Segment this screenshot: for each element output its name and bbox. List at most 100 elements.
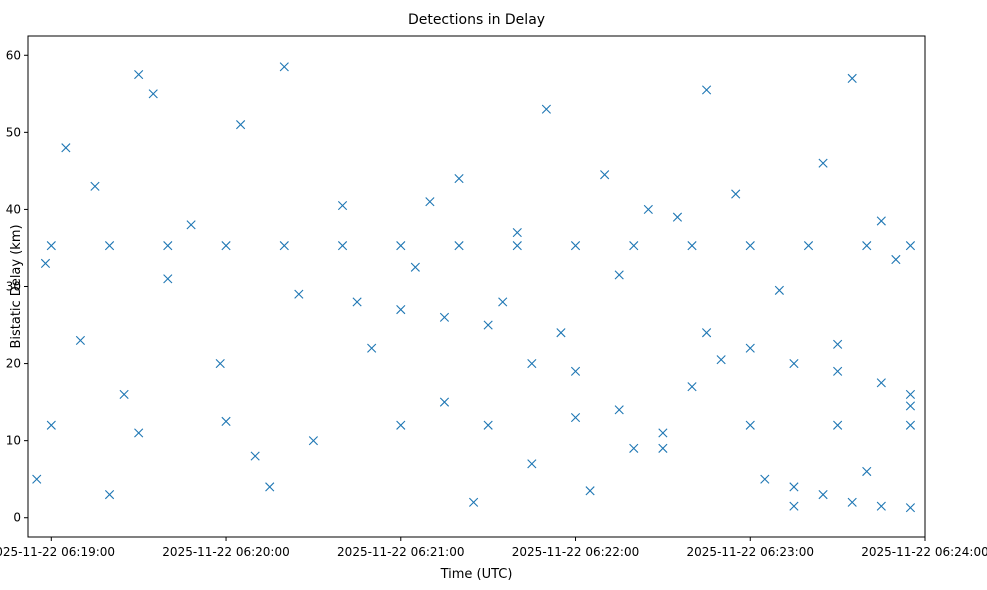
data-points — [32, 62, 916, 513]
data-point — [876, 378, 886, 388]
data-point — [104, 241, 115, 251]
data-point — [803, 241, 814, 251]
data-point — [905, 503, 916, 513]
data-point — [833, 420, 843, 430]
data-point — [760, 474, 770, 484]
x-axis-label: Time (UTC) — [440, 567, 513, 582]
data-point — [396, 420, 406, 430]
data-point — [614, 405, 624, 415]
x-tick-label: 2025-11-22 06:24:00 — [861, 545, 987, 559]
data-point — [556, 328, 566, 338]
data-point — [46, 241, 56, 251]
data-point — [527, 358, 537, 369]
data-point — [905, 420, 916, 430]
data-point — [891, 254, 901, 265]
data-point — [498, 297, 508, 307]
data-point — [687, 382, 697, 392]
data-point — [32, 474, 42, 484]
data-point — [745, 241, 755, 251]
data-point — [658, 443, 668, 453]
data-point — [600, 170, 610, 180]
data-point — [614, 270, 624, 280]
data-point — [119, 389, 129, 399]
data-point — [745, 343, 755, 353]
data-point — [847, 73, 857, 83]
data-point — [905, 241, 916, 251]
data-point — [468, 497, 479, 507]
data-point — [833, 366, 843, 376]
data-point — [789, 358, 799, 369]
y-tick-label: 0 — [13, 511, 21, 525]
data-point — [745, 420, 755, 430]
data-point — [570, 366, 581, 376]
data-point — [454, 241, 464, 251]
x-axis-ticks: 2025-11-22 06:19:00 2025-11-22 06:20:00 20… — [0, 537, 987, 559]
data-point — [862, 466, 872, 477]
data-point — [163, 274, 173, 284]
data-point — [337, 200, 348, 211]
data-point — [658, 428, 668, 438]
data-point — [439, 312, 450, 322]
data-point — [163, 241, 173, 251]
y-tick-label: 20 — [6, 357, 21, 371]
y-axis-ticks: 0 10 20 30 40 50 60 — [6, 48, 28, 525]
data-point — [585, 486, 595, 496]
data-point — [876, 501, 886, 511]
data-point — [672, 212, 683, 222]
y-tick-label: 60 — [6, 48, 21, 62]
data-point — [570, 412, 581, 423]
data-point — [265, 482, 275, 492]
data-point — [701, 328, 712, 338]
data-point — [352, 297, 362, 307]
data-point — [40, 258, 51, 268]
data-point — [905, 401, 916, 411]
data-point — [61, 143, 71, 153]
data-point — [425, 197, 435, 207]
data-point — [221, 416, 231, 426]
data-point — [629, 443, 639, 453]
data-point — [215, 358, 225, 369]
x-tick-label: 2025-11-22 06:23:00 — [687, 545, 814, 559]
data-point — [308, 436, 318, 446]
x-tick-label: 2025-11-22 06:22:00 — [512, 545, 639, 559]
data-point — [236, 120, 246, 130]
data-point — [483, 420, 493, 430]
data-point — [337, 241, 348, 251]
data-point — [396, 305, 406, 315]
data-point — [629, 241, 639, 251]
data-point — [818, 158, 828, 168]
x-tick-label: 2025-11-22 06:19:00 — [0, 545, 115, 559]
plot-area-frame — [27, 35, 926, 538]
y-axis-label: Bistatic Delay (km) — [9, 224, 24, 348]
data-point — [847, 497, 857, 507]
data-point — [279, 62, 289, 72]
y-tick-label: 10 — [6, 434, 21, 448]
data-point — [818, 490, 828, 500]
data-point — [75, 335, 86, 346]
data-point — [221, 241, 231, 251]
data-point — [876, 216, 886, 226]
y-tick-label: 50 — [6, 125, 21, 139]
data-point — [541, 104, 551, 114]
data-point — [701, 85, 712, 95]
data-point — [396, 241, 406, 251]
data-point — [186, 220, 196, 230]
data-point — [148, 89, 158, 99]
data-point — [46, 420, 56, 430]
x-tick-label: 2025-11-22 06:21:00 — [337, 545, 464, 559]
data-point — [716, 355, 726, 365]
data-point — [833, 339, 843, 349]
data-point — [789, 501, 799, 511]
data-point — [483, 320, 493, 330]
data-point — [905, 389, 916, 399]
data-point — [294, 289, 304, 299]
data-point — [774, 285, 784, 295]
data-point — [731, 189, 741, 199]
data-point — [643, 204, 653, 215]
data-point — [104, 490, 115, 500]
y-tick-label: 40 — [6, 202, 21, 216]
data-point — [512, 227, 522, 238]
data-point — [439, 397, 450, 407]
data-point — [512, 241, 522, 251]
x-tick-label: 2025-11-22 06:20:00 — [162, 545, 289, 559]
